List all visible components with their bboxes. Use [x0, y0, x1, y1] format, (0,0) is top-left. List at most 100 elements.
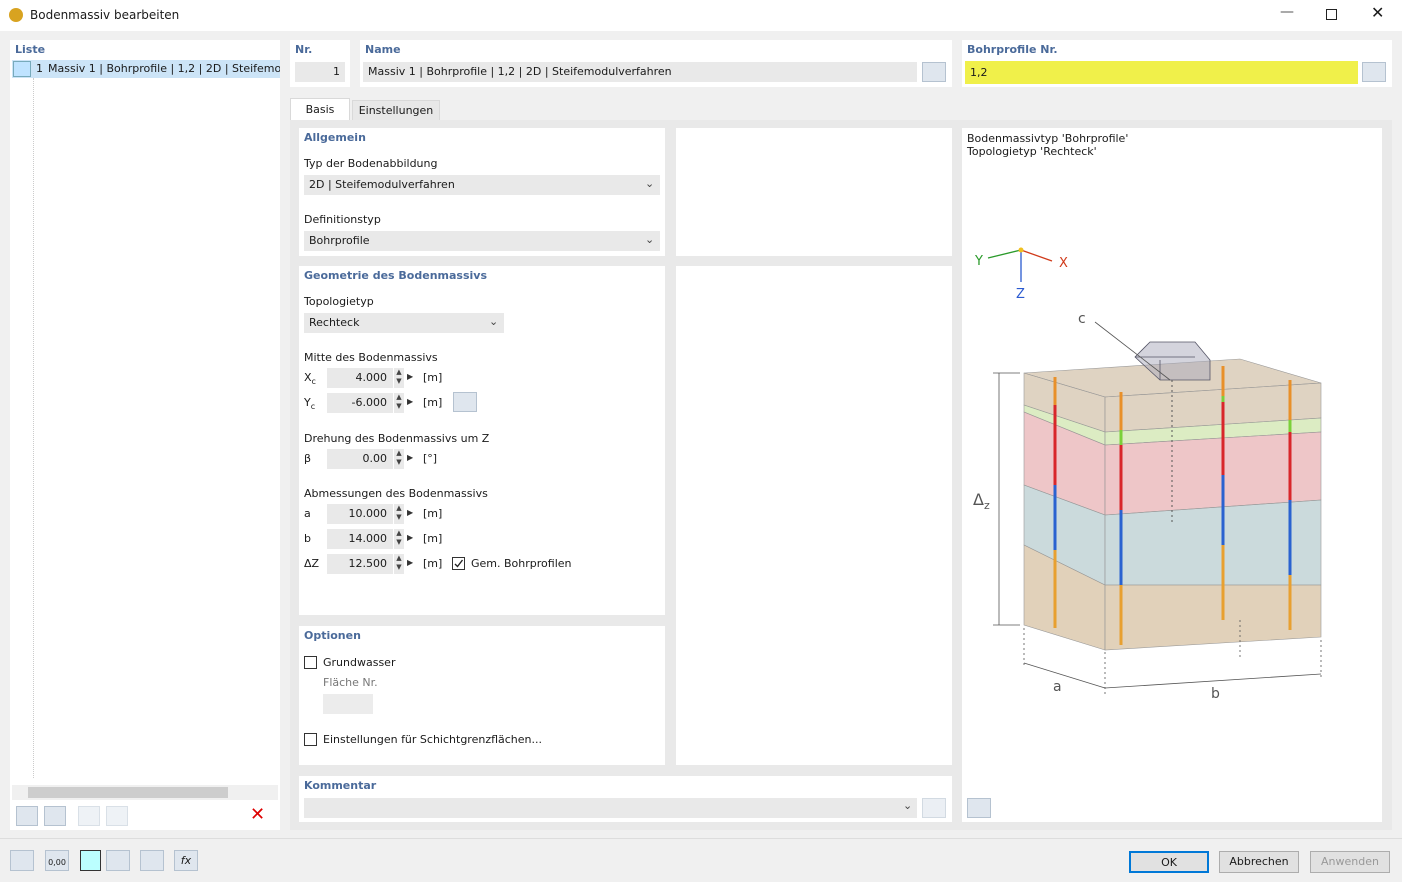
spinner[interactable]: ▲ ▼ [394, 368, 404, 388]
window-title: Bodenmassiv bearbeiten [30, 8, 180, 22]
cancel-button[interactable]: Abbrechen [1219, 851, 1299, 873]
apply-button[interactable]: Anwenden [1310, 851, 1390, 873]
kommentar-panel: Kommentar ⌄ [299, 776, 952, 822]
step-arrow[interactable]: ▶ [407, 508, 414, 517]
spinner[interactable]: ▲ ▼ [394, 529, 404, 549]
empty-panel [676, 266, 952, 765]
allgemein-panel: Allgemein Typ der Bodenabbildung 2D | St… [299, 128, 665, 256]
unit: [m] [423, 507, 443, 520]
value-field[interactable]: 14.000 [327, 529, 393, 549]
nr-label: Nr. [295, 43, 313, 56]
field-symbol: β [304, 452, 312, 465]
field-symbol: ΔZ [304, 557, 320, 570]
dropdown-arrow: ⌄ [903, 799, 913, 812]
schicht-checkbox[interactable] [304, 733, 317, 746]
axis-label: Y [974, 254, 983, 269]
list-item[interactable]: 1 Massiv 1 | Bohrprofile | 1,2 | 2D | St… [12, 60, 280, 78]
tab-einstellungen[interactable]: Einstellungen [352, 100, 440, 121]
optionen-panel: Optionen Grundwasser Fläche Nr. Einstell… [299, 626, 665, 765]
grundwasser-checkbox[interactable] [304, 656, 317, 669]
kommentar-field[interactable] [304, 798, 917, 818]
step-arrow[interactable]: ▶ [407, 558, 414, 567]
tree-line [33, 78, 34, 778]
spinner[interactable]: ▲ ▼ [394, 504, 404, 524]
schicht-label: Einstellungen für Schichtgrenzflächen... [323, 733, 543, 746]
value-field[interactable]: 0.00 [327, 449, 393, 469]
kommentar-button[interactable] [922, 798, 946, 818]
spinner[interactable]: ▲ ▼ [394, 449, 404, 469]
unit: [m] [423, 532, 443, 545]
name-label: Name [365, 43, 401, 56]
typ-dropdown[interactable]: 2D | Steifemodulverfahren [304, 175, 660, 195]
ok-button[interactable]: OK [1129, 851, 1209, 873]
delete-button[interactable]: ✕ [250, 804, 266, 825]
step-arrow[interactable]: ▶ [407, 533, 414, 542]
mitte-label: Mitte des Bodenmassivs [304, 351, 438, 364]
tab-basis[interactable]: Basis [290, 98, 350, 121]
value-field[interactable]: -6.000 [327, 393, 393, 413]
nr-field[interactable]: 1 [295, 62, 345, 82]
drehung-label: Drehung des Bodenmassivs um Z [304, 432, 490, 445]
bohrprofile-field[interactable]: 1,2 [965, 61, 1358, 84]
dropdown-arrow: ⌄ [489, 315, 499, 328]
edit-name-button[interactable] [922, 62, 946, 82]
step-arrow[interactable]: ▶ [407, 372, 414, 381]
units-button[interactable]: 0,00 [45, 850, 69, 871]
dimensions [993, 372, 1322, 694]
spinner[interactable]: ▲ ▼ [394, 554, 404, 574]
help-button[interactable] [10, 850, 34, 871]
name-panel: Name Massiv 1 | Bohrprofile | 1,2 | 2D |… [360, 40, 952, 87]
bottom-bar: 0,00 fx OK Abbrechen Anwenden [0, 838, 1402, 882]
allgemein-title: Allgemein [304, 131, 366, 144]
view-button[interactable] [106, 850, 130, 871]
definition-label: Definitionstyp [304, 213, 381, 226]
geometrie-title: Geometrie des Bodenmassivs [304, 269, 487, 282]
axis-label: Z [1016, 287, 1025, 302]
info-button[interactable] [140, 850, 164, 871]
dim-symbol: Δ [973, 490, 984, 509]
name-field[interactable]: Massiv 1 | Bohrprofile | 1,2 | 2D | Stei… [363, 62, 917, 82]
minimize[interactable]: — [1280, 4, 1294, 20]
definition-dropdown[interactable]: Bohrprofile [304, 231, 660, 251]
maximize[interactable] [1326, 9, 1337, 20]
checkmark [454, 559, 464, 568]
dim-label: a [1053, 679, 1062, 695]
list-header: Liste [15, 43, 46, 56]
color-button[interactable] [80, 850, 101, 871]
pick-button[interactable] [1362, 62, 1386, 82]
bohrprofile-label: Bohrprofile Nr. [967, 43, 1058, 56]
spinner[interactable]: ▲ ▼ [394, 393, 404, 413]
diagram-panel: Bodenmassivtyp 'Bohrprofile' Topologiety… [962, 128, 1382, 822]
symbol-sub: c [311, 377, 316, 387]
uncheck-button[interactable] [106, 806, 128, 826]
gem-checkbox[interactable] [452, 557, 465, 570]
unit: [m] [423, 557, 443, 570]
h-scrollbar[interactable] [12, 785, 278, 800]
field-symbol: Yc [304, 396, 316, 412]
step-arrow[interactable]: ▶ [407, 397, 414, 406]
value-field[interactable]: 10.000 [327, 504, 393, 524]
field-symbol: a [304, 507, 311, 520]
value-field[interactable]: 12.500 [327, 554, 393, 574]
empty-panel [676, 128, 952, 256]
check-button[interactable] [78, 806, 100, 826]
list-panel: Liste 1 Massiv 1 | Bohrprofile | 1,2 | 2… [10, 40, 280, 830]
pick-center-button[interactable] [453, 392, 477, 412]
diagram-button[interactable] [967, 798, 991, 818]
scroll-thumb[interactable] [28, 787, 228, 798]
close[interactable]: ✕ [1371, 3, 1385, 22]
copy-button[interactable] [44, 806, 66, 826]
topologie-dropdown[interactable]: Rechteck [304, 313, 504, 333]
step-arrow[interactable]: ▶ [407, 453, 414, 462]
diagram-line: Topologietyp 'Rechteck' [967, 145, 1097, 158]
field-symbol: Xc [304, 371, 316, 387]
typ-label: Typ der Bodenabbildung [304, 157, 438, 170]
optionen-title: Optionen [304, 629, 361, 642]
function-button[interactable]: fx [174, 850, 198, 871]
building [1134, 341, 1211, 381]
flaeche-field [323, 694, 373, 714]
value-field[interactable]: 4.000 [327, 368, 393, 388]
new-button[interactable] [16, 806, 38, 826]
axes [987, 247, 1053, 282]
title-bar: Bodenmassiv bearbeiten — ✕ [0, 0, 1402, 31]
